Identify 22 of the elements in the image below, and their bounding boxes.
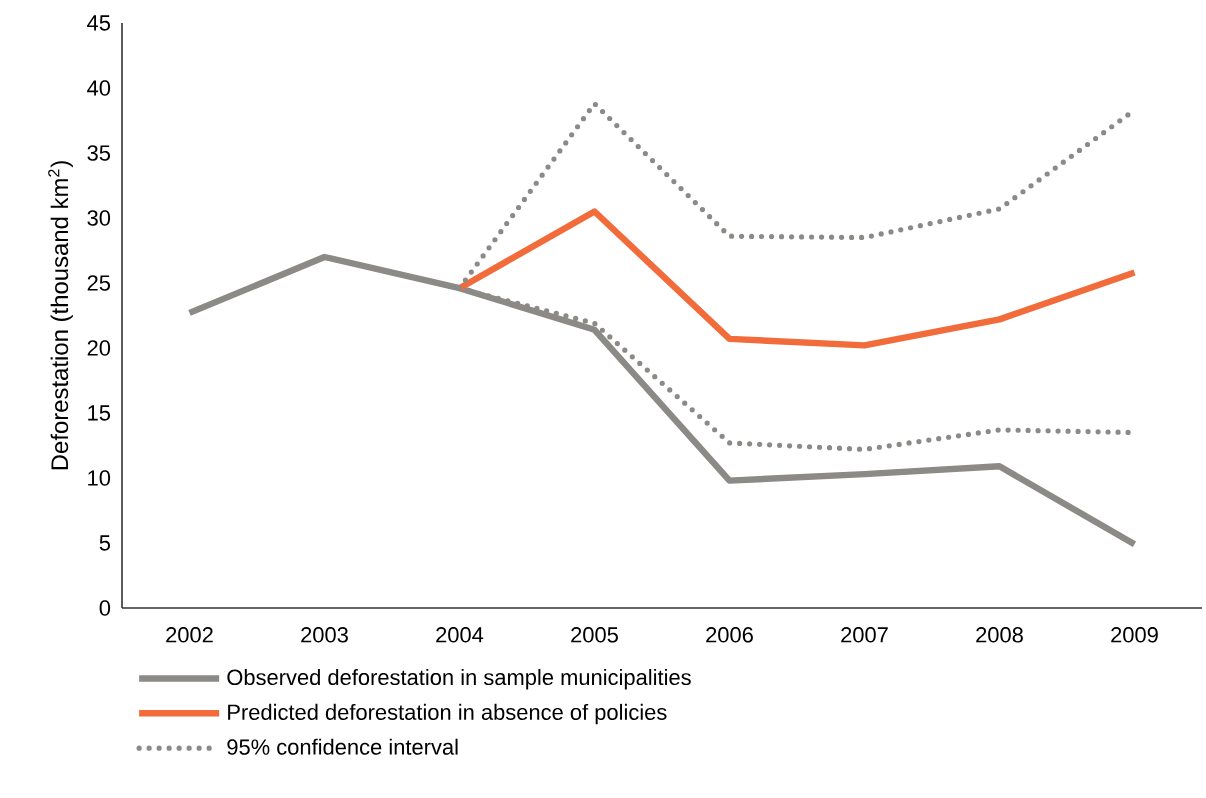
y-tick-label: 20	[87, 340, 111, 356]
y-tick-label: 40	[87, 80, 111, 96]
y-tick-label: 15	[88, 405, 111, 421]
legend-label: Observed deforestation in sample municipalities	[227, 669, 691, 690]
x-tick-label: 2002	[166, 627, 213, 643]
x-tick-label: 2009	[1111, 627, 1158, 643]
y-tick-label: 35	[87, 145, 111, 161]
y-tick-label: 30	[87, 210, 111, 226]
y-axis-title: Deforestation (thousand km$^{2}$)	[48, 161, 73, 470]
y-tick-label: 5	[99, 535, 111, 551]
x-tick-label: 2008	[976, 627, 1023, 643]
legend-label: 95% confidence interval	[227, 738, 458, 755]
legend-label: Predicted deforestation in absence of policies	[228, 703, 667, 725]
y-tick-label: 0	[99, 600, 111, 616]
x-tick-label: 2005	[571, 627, 618, 643]
y-tick-label: 25	[87, 275, 111, 291]
y-tick-label: 10	[88, 470, 111, 486]
y-tick-label: 45	[87, 15, 111, 31]
x-tick-label: 2003	[301, 627, 348, 643]
x-tick-label: 2007	[841, 627, 888, 643]
x-tick-label: 2004	[436, 627, 484, 643]
x-tick-label: 2006	[706, 627, 753, 643]
